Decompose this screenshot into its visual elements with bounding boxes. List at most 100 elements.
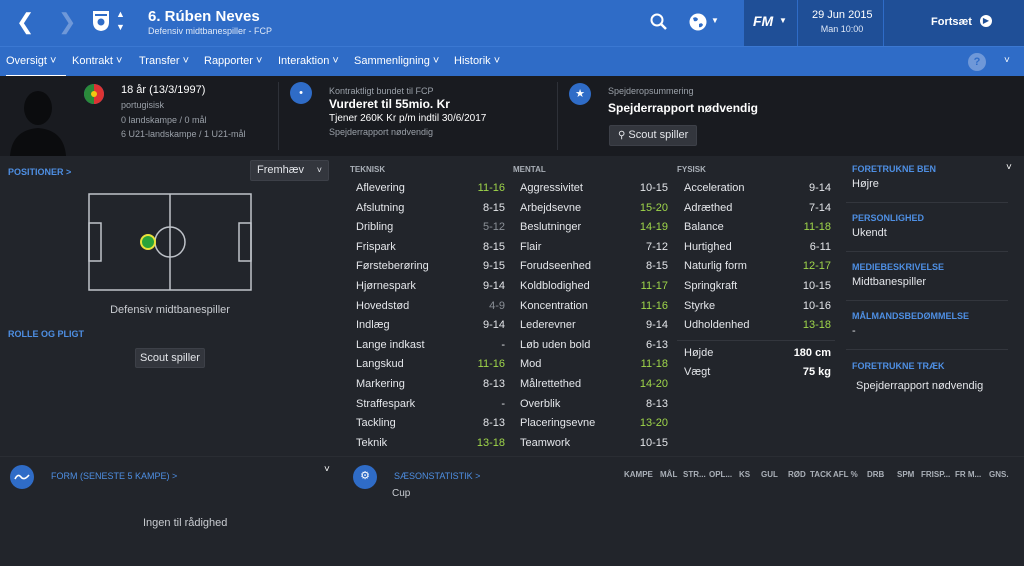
season-stats-label[interactable]: SÆSONSTATISTIK > [394, 471, 481, 481]
season-col-header[interactable]: OPL... [709, 470, 733, 479]
season-col-header[interactable]: FRISP... [921, 470, 951, 479]
attr-mental-name: Flair [520, 240, 542, 253]
nav-expand-chevron-icon[interactable]: ˅ [1004, 55, 1010, 66]
attr-mental-name: Aggressivitet [520, 182, 583, 194]
attr-physical-value: 11-18 [803, 221, 831, 234]
attr-mental-value: 10-15 [639, 182, 668, 194]
forward-arrow-icon[interactable]: ❯ [58, 9, 77, 34]
chevron-up-icon[interactable]: ▲ [116, 9, 125, 19]
chevron-down-icon[interactable]: ▼ [116, 22, 125, 32]
attr-technical-name: Markering [356, 378, 405, 390]
attr-physical-value: 9-14 [808, 182, 831, 194]
top-bar-right-panel [744, 0, 1024, 46]
form-label[interactable]: FORM (SENESTE 5 KAMPE) > [51, 471, 178, 481]
season-col-header[interactable]: KS [739, 470, 751, 479]
scout-player-button[interactable]: ⚲ Scout spiller [609, 125, 697, 146]
globe-dropdown-icon[interactable]: ▼ [711, 16, 719, 25]
form-collapse-chevron-icon[interactable]: ˅ [324, 464, 330, 475]
personality-label: PERSONLIGHED [852, 213, 925, 223]
season-col-header[interactable]: SPM [897, 470, 915, 479]
player-nationality: portugisisk [121, 100, 165, 110]
attr-mental-value: 14-20 [639, 378, 668, 390]
attr-technical-name: Teknik [356, 436, 388, 449]
attr-mental-name: Forudseenhed [520, 260, 591, 273]
attr-mental-name: Overblik [520, 397, 561, 410]
globe-icon[interactable] [688, 12, 708, 32]
season-col-header[interactable]: TACK [810, 470, 832, 479]
contract-label: Kontraktligt bundet til FCP [329, 86, 434, 96]
pitch-diagram [88, 193, 252, 291]
season-col-header[interactable]: FR M... [955, 470, 982, 479]
tab-transfer[interactable]: Transfer ˅ [139, 55, 190, 67]
attr-mental-name: Koldblodighed [520, 280, 590, 292]
continue-arrow-icon[interactable]: ▶ [980, 15, 992, 27]
tab-kontrakt[interactable]: Kontrakt ˅ [72, 55, 123, 67]
tab-rapporter[interactable]: Rapporter ˅ [204, 55, 263, 67]
attr-physical-name: Acceleration [684, 182, 745, 194]
season-col-header[interactable]: RØD [788, 470, 806, 479]
preferred-moves-value: Spejderrapport nødvendig [856, 380, 984, 392]
attr-physical-value: 10-15 [802, 280, 831, 292]
continue-button[interactable]: Fortsæt [931, 16, 972, 28]
physical-title: FYSISK [677, 165, 706, 174]
fm-menu-chevron-icon[interactable]: ▼ [779, 16, 787, 25]
attr-technical-value: 13-18 [476, 436, 505, 449]
attr-mental-name: Mod [520, 358, 542, 371]
season-col-header[interactable]: GNS. [989, 470, 1009, 479]
highlight-dropdown[interactable]: Fremhæv ˅ [250, 160, 329, 181]
season-col-header[interactable]: DRB [867, 470, 885, 479]
game-time: Man 10:00 [820, 24, 864, 34]
season-col-header[interactable]: GUL [761, 470, 778, 479]
season-col-header[interactable]: AFL % [833, 470, 858, 479]
attr-mental-value: 15-20 [639, 201, 668, 214]
attr-technical-name: Straffespark [356, 397, 416, 410]
attr-physical-value: 12-17 [802, 260, 831, 273]
season-col-header[interactable]: MÅL [660, 470, 678, 479]
attr-technical-value: 5-12 [482, 221, 505, 234]
attr-technical-value: 11-16 [477, 358, 505, 371]
attr-technical-name: Førsteberøring [356, 260, 429, 273]
tab-historik[interactable]: Historik ˅ [454, 55, 501, 67]
chevron-down-icon: ˅ [316, 165, 322, 175]
attr-mental-name: Løb uden bold [520, 338, 591, 351]
top-bar: ❮ ❯ ▲ ▼ 6. Rúben Neves Defensiv midtbane… [0, 0, 1024, 46]
attr-physical-name: Styrke [684, 299, 716, 312]
tab-interaktion[interactable]: Interaktion ˅ [278, 55, 339, 67]
attr-technical-value: 9-14 [482, 280, 505, 292]
attr-physical-name: Adræthed [684, 201, 733, 214]
help-icon[interactable]: ? [968, 53, 986, 71]
season-col-header[interactable]: KAMPE [624, 470, 653, 479]
season-col-header[interactable]: STR... [683, 470, 706, 479]
scout-player-button-2[interactable]: Scout spiller [135, 348, 205, 368]
contract-icon: • [290, 82, 312, 104]
attr-technical-value: 8-13 [482, 378, 505, 390]
preferred-moves-label: FORETRUKNE TRÆK [852, 361, 945, 371]
tab-oversigt[interactable]: Oversigt ˅ [6, 47, 66, 77]
goalkeeper-rating-label: MÅLMANDSBEDØMMELSE [852, 311, 969, 321]
attr-physical-name: Naturlig form [684, 260, 747, 273]
attr-technical-name: Frispark [356, 240, 396, 253]
attr-technical-name: Hovedstød [356, 299, 410, 312]
fm-logo[interactable]: FM [753, 13, 774, 29]
preferred-foot-value: Højre [852, 178, 879, 190]
attr-mental-value: 8-13 [645, 397, 668, 410]
tab-sammenligning[interactable]: Sammenligning ˅ [354, 55, 440, 67]
attr-mental-value: 11-18 [640, 358, 668, 371]
scout-summary-value: Spejderrapport nødvendig [608, 101, 759, 115]
form-chart-icon [10, 465, 34, 489]
weight-value: 75 kg [802, 366, 831, 378]
side-expand-chevron-icon[interactable]: ˅ [1006, 162, 1012, 173]
positions-label[interactable]: POSITIONER > [8, 167, 72, 177]
player-subtitle: Defensiv midtbanespiller - FCP [148, 26, 273, 36]
role-duty-label[interactable]: ROLLE OG PLIGT [8, 329, 84, 339]
search-icon[interactable] [650, 13, 668, 31]
attr-physical-value: 13-18 [802, 319, 831, 332]
attr-mental-value: 6-13 [645, 338, 668, 351]
game-date: 29 Jun 2015 [812, 9, 873, 21]
attr-technical-value: 8-15 [482, 240, 505, 253]
media-description-value: Midtbanespiller [852, 276, 926, 288]
attr-technical-name: Hjørnespark [356, 280, 416, 292]
back-arrow-icon[interactable]: ❮ [16, 9, 35, 34]
media-description-label: MEDIEBESKRIVELSE [852, 262, 945, 272]
attr-mental-name: Målrettethed [520, 378, 582, 390]
